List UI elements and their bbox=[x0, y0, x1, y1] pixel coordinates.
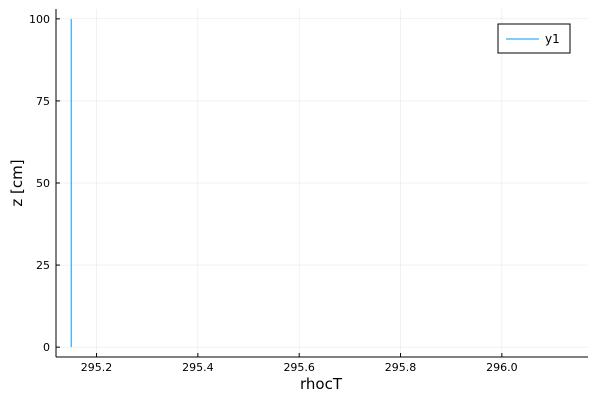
x-axis-title: rhocT bbox=[300, 375, 343, 393]
legend-label: y1 bbox=[545, 32, 560, 46]
x-tick-labels: 295.2 295.4 295.6 295.8 296.0 bbox=[81, 361, 518, 374]
x-tick-label: 295.8 bbox=[385, 361, 417, 374]
y-tick-label: 25 bbox=[36, 259, 50, 272]
legend: y1 bbox=[497, 23, 571, 54]
x-tick-label: 295.4 bbox=[182, 361, 214, 374]
y-tick-label: 75 bbox=[36, 95, 50, 108]
grid bbox=[56, 9, 588, 357]
y-tick-label: 0 bbox=[43, 341, 50, 354]
y-tick-label: 50 bbox=[36, 177, 50, 190]
x-tick-label: 295.2 bbox=[81, 361, 113, 374]
y-tick-label: 100 bbox=[29, 13, 50, 26]
x-tick-label: 295.6 bbox=[283, 361, 315, 374]
x-tick-label: 296.0 bbox=[486, 361, 518, 374]
y-axis-title: z [cm] bbox=[8, 159, 26, 206]
axes bbox=[55, 9, 588, 358]
y-tick-labels: 0 25 50 75 100 bbox=[29, 13, 50, 354]
